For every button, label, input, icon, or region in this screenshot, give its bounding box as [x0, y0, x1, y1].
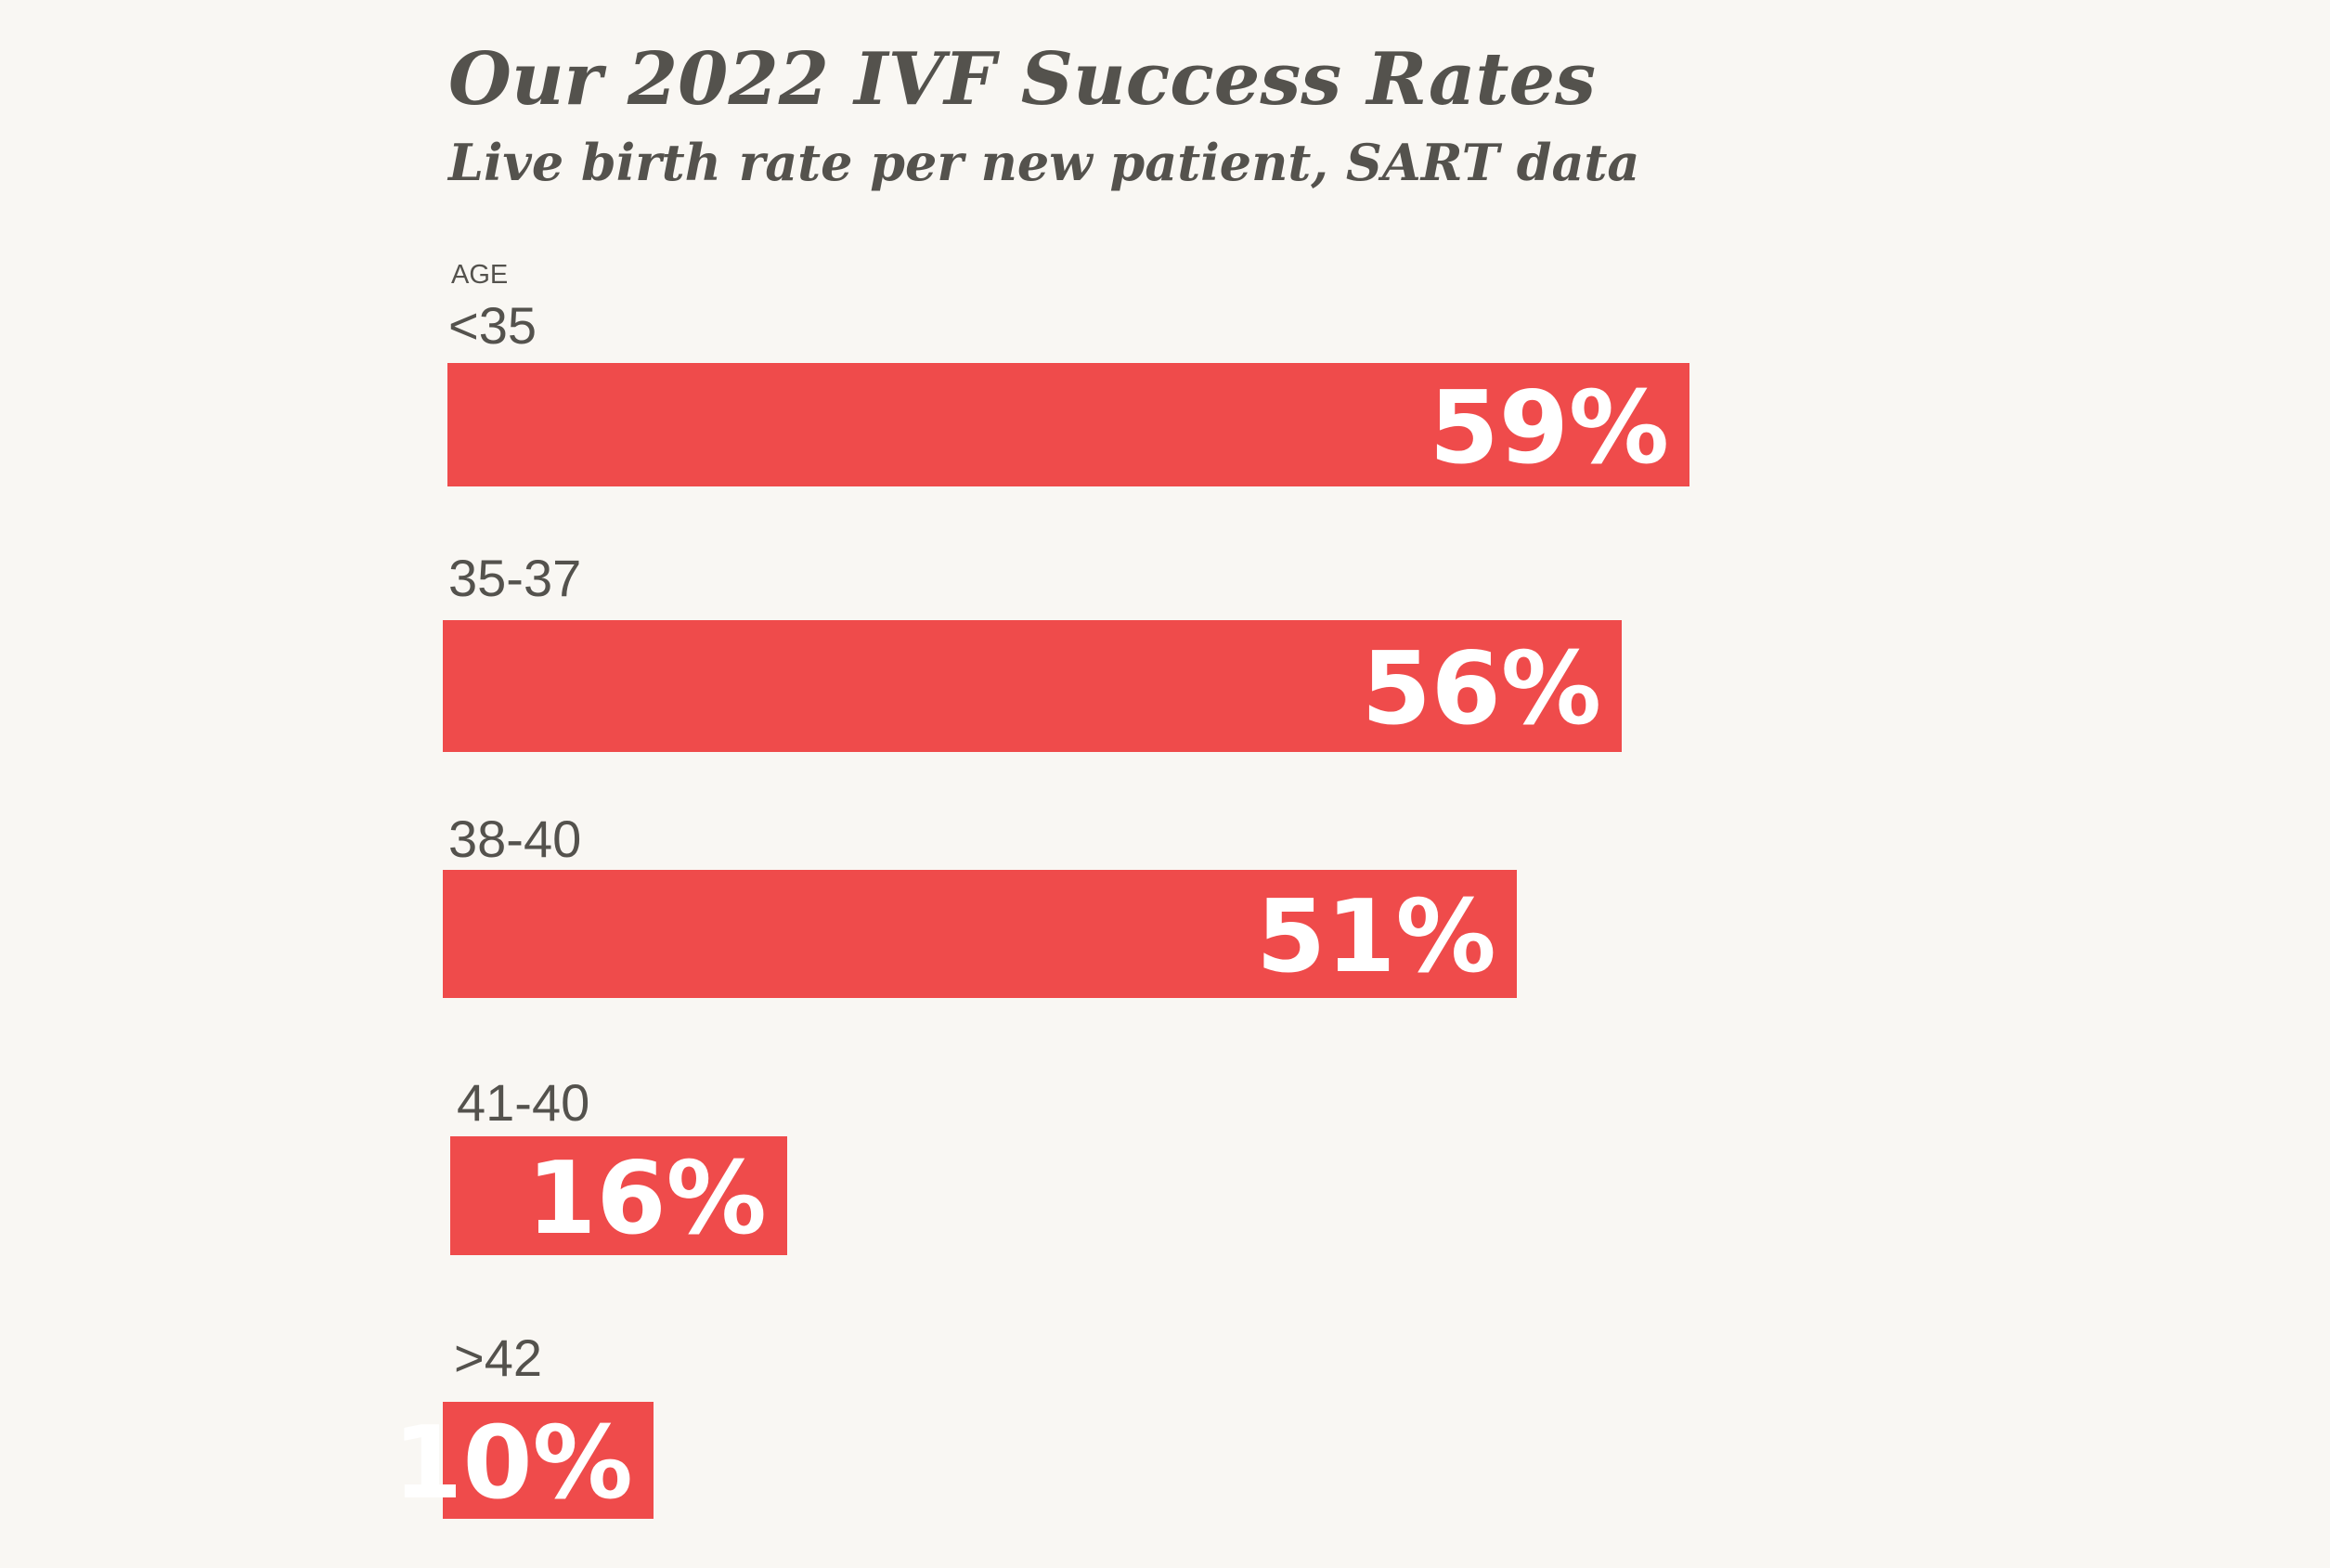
bar: [450, 1136, 787, 1255]
category-label: >42: [454, 1328, 542, 1387]
bar: [443, 1402, 654, 1519]
category-label: <35: [448, 296, 537, 355]
chart-subtitle: Live birth rate per new patient, SART da…: [448, 133, 1640, 192]
bar: [447, 363, 1690, 486]
category-label: 35-37: [448, 549, 582, 607]
axis-label: AGE: [451, 260, 509, 290]
category-label: 38-40: [448, 810, 582, 868]
chart-title: Our 2022 IVF Success Rates: [448, 37, 1597, 122]
bar-value-label: 59%: [1429, 369, 1670, 486]
bar-value-label: 56%: [1361, 631, 1602, 747]
category-label: 41-40: [457, 1073, 590, 1132]
bar: [443, 620, 1623, 752]
bar-value-label: 16%: [526, 1141, 767, 1257]
bar-value-label: 10%: [393, 1406, 633, 1522]
bar-value-label: 51%: [1256, 879, 1496, 995]
bar: [443, 870, 1517, 998]
